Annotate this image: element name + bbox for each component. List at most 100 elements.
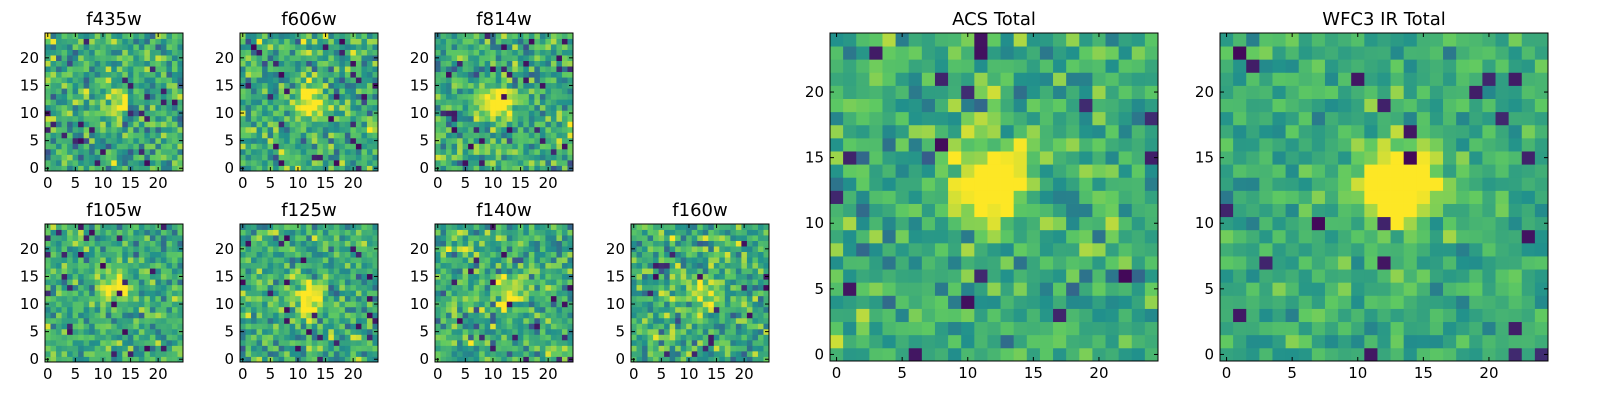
- heatmap-cell: [361, 154, 368, 161]
- heatmap-cell: [539, 121, 546, 128]
- heatmap-cell: [1131, 308, 1146, 323]
- heatmap-cell: [512, 132, 519, 139]
- heatmap-cell: [273, 159, 280, 166]
- heatmap-cell: [78, 44, 85, 50]
- heatmap-cell: [67, 71, 73, 78]
- heatmap-cell: [713, 246, 720, 252]
- heatmap-cell: [311, 301, 318, 308]
- heatmap-cell: [528, 77, 535, 84]
- heatmap-cell: [479, 165, 486, 172]
- heatmap-cell: [333, 312, 340, 319]
- heatmap-cell: [94, 159, 101, 166]
- heatmap-cell: [457, 301, 463, 308]
- heatmap-cell: [567, 143, 574, 150]
- heatmap-cell: [719, 273, 726, 280]
- heatmap-cell: [344, 323, 351, 330]
- heatmap-cell: [457, 132, 463, 139]
- heatmap-cell: [675, 328, 682, 335]
- heatmap-cell: [528, 224, 535, 230]
- heatmap-cell: [116, 339, 123, 346]
- heatmap-cell: [166, 328, 173, 335]
- heatmap-cell: [311, 229, 318, 236]
- heatmap-cell: [267, 334, 274, 341]
- heatmap-cell: [262, 345, 268, 352]
- heatmap-cell: [94, 224, 101, 230]
- heatmap-cell: [284, 71, 291, 78]
- heatmap-cell: [72, 104, 79, 111]
- heatmap-cell: [61, 60, 68, 67]
- heatmap-cell: [155, 143, 162, 150]
- heatmap-cell: [273, 44, 280, 50]
- heatmap-cell: [83, 137, 90, 144]
- heatmap-cell: [495, 104, 502, 111]
- heatmap-cell: [111, 273, 118, 280]
- heatmap-cell: [289, 126, 296, 133]
- heatmap-cell: [658, 301, 665, 308]
- heatmap-cell: [339, 93, 346, 100]
- heatmap-cell: [746, 301, 753, 308]
- heatmap-cell: [149, 306, 156, 313]
- heatmap-cell: [50, 301, 57, 308]
- heatmap-cell: [468, 104, 475, 111]
- heatmap-cell: [116, 44, 123, 50]
- heatmap-cell: [763, 229, 770, 236]
- heatmap-cell: [155, 115, 162, 122]
- heatmap-cell: [317, 148, 324, 155]
- heatmap-cell: [333, 121, 340, 128]
- heatmap-cell: [94, 317, 101, 324]
- heatmap-cell: [166, 224, 173, 230]
- heatmap-cell: [523, 121, 530, 128]
- heatmap-cell: [653, 334, 659, 341]
- heatmap-cell: [506, 49, 513, 56]
- heatmap-cell: [149, 279, 156, 286]
- heatmap-cell: [490, 66, 497, 73]
- heatmap-cell: [72, 328, 79, 335]
- heatmap-cell: [545, 235, 552, 241]
- heatmap-cell: [83, 273, 90, 280]
- heatmap-cell: [361, 284, 368, 291]
- y-tick-label: 0: [224, 350, 234, 368]
- x-tick-label: 0: [629, 365, 639, 383]
- heatmap-cell: [830, 269, 844, 283]
- heatmap-cell: [653, 246, 659, 252]
- heatmap-cell: [484, 165, 491, 172]
- y-tick-label: 5: [29, 132, 39, 150]
- heatmap-cell: [72, 350, 79, 357]
- heatmap-cell: [72, 290, 79, 297]
- heatmap-cell: [339, 224, 346, 230]
- heatmap-cell: [284, 132, 291, 139]
- heatmap-cell: [361, 110, 368, 117]
- heatmap-cell: [567, 132, 574, 139]
- heatmap-cell: [550, 356, 557, 363]
- heatmap-cell: [457, 121, 463, 128]
- heatmap-cell: [934, 203, 949, 218]
- heatmap-cell: [495, 345, 502, 352]
- heatmap-cell: [166, 257, 173, 264]
- heatmap-cell: [138, 240, 145, 247]
- heatmap-cell: [361, 159, 368, 166]
- heatmap-cell: [735, 290, 742, 297]
- heatmap-cell: [647, 257, 654, 264]
- heatmap-cell: [273, 356, 280, 363]
- heatmap-cell: [306, 55, 313, 61]
- heatmap-cell: [961, 177, 975, 191]
- heatmap-cell: [435, 284, 441, 291]
- heatmap-cell: [653, 224, 659, 230]
- heatmap-cell: [284, 165, 291, 172]
- heatmap-cell: [856, 190, 870, 204]
- heatmap-cell: [61, 154, 68, 161]
- heatmap-cell: [116, 246, 123, 252]
- axes-frame: [630, 223, 770, 363]
- heatmap-cell: [523, 240, 530, 247]
- heatmap-cell: [669, 235, 676, 241]
- heatmap-cell: [328, 60, 335, 67]
- heatmap-cell: [457, 154, 463, 161]
- heatmap-cell: [127, 143, 134, 150]
- heatmap-cell: [50, 154, 57, 161]
- heatmap-cell: [843, 269, 857, 283]
- heatmap-cell: [642, 295, 648, 302]
- heatmap-cell: [295, 240, 302, 247]
- heatmap-cell: [435, 306, 441, 313]
- heatmap-cell: [339, 339, 346, 346]
